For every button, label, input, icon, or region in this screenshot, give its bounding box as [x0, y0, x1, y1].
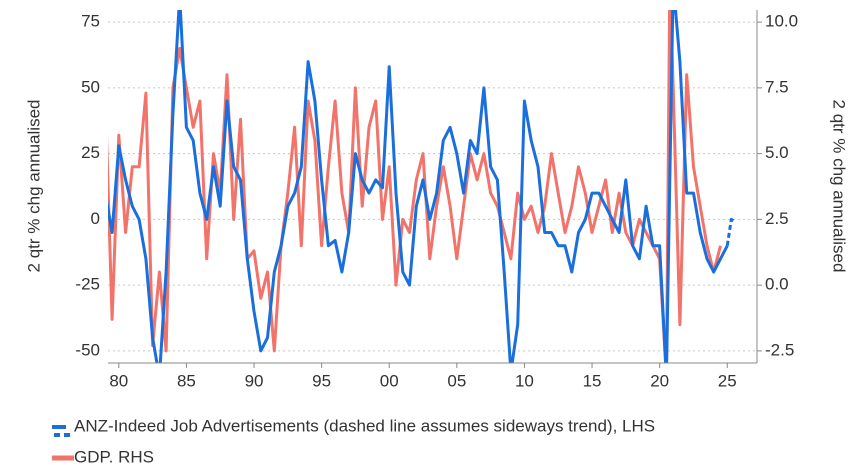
grid — [108, 21, 757, 352]
y2-tick-label: 7.5 — [765, 77, 789, 96]
x-tick-label: 20 — [650, 371, 669, 390]
series-line — [108, 10, 729, 363]
legend: ANZ-Indeed Job Advertisements (dashed li… — [52, 416, 655, 466]
y-tick-label: 0 — [91, 209, 100, 228]
x-tick-label: 90 — [245, 371, 264, 390]
y-axis-title: 2 qtr % chg annualised — [24, 100, 43, 273]
y2-tick-label: -2.5 — [765, 340, 794, 359]
x-tick-label: 25 — [718, 371, 737, 390]
x-tick-label: 10 — [515, 371, 534, 390]
x-tick-label: 05 — [447, 371, 466, 390]
y2-tick-label: 2.5 — [765, 209, 789, 228]
projection-line — [725, 217, 737, 246]
y-tick-label: -25 — [75, 275, 100, 294]
y2-tick-label: 0.0 — [765, 275, 789, 294]
legend-label: ANZ-Indeed Job Advertisements (dashed li… — [74, 416, 655, 435]
y-tick-label: 50 — [81, 77, 100, 96]
y2-tick-label: 10.0 — [765, 12, 798, 31]
ticks: -50 -25 0 25 50 75 -2.5 0.0 2.5 5.0 7.5 10.0 80 85 90 9… — [75, 12, 798, 391]
y2-tick-label: 5.0 — [765, 143, 789, 162]
x-tick-label: 95 — [312, 371, 331, 390]
y2-axis-title: 2 qtr % chg annualised — [830, 100, 849, 273]
y-tick-label: 25 — [81, 143, 100, 162]
x-tick-label: 80 — [109, 371, 128, 390]
plot-area — [108, 10, 737, 363]
y-tick-label: -50 — [75, 340, 100, 359]
x-tick-label: 00 — [380, 371, 399, 390]
legend-label: GDP. RHS — [74, 447, 154, 466]
x-tick-label: 85 — [177, 371, 196, 390]
series-line — [108, 10, 722, 363]
y-tick-label: 75 — [81, 12, 100, 31]
x-tick-label: 15 — [583, 371, 602, 390]
